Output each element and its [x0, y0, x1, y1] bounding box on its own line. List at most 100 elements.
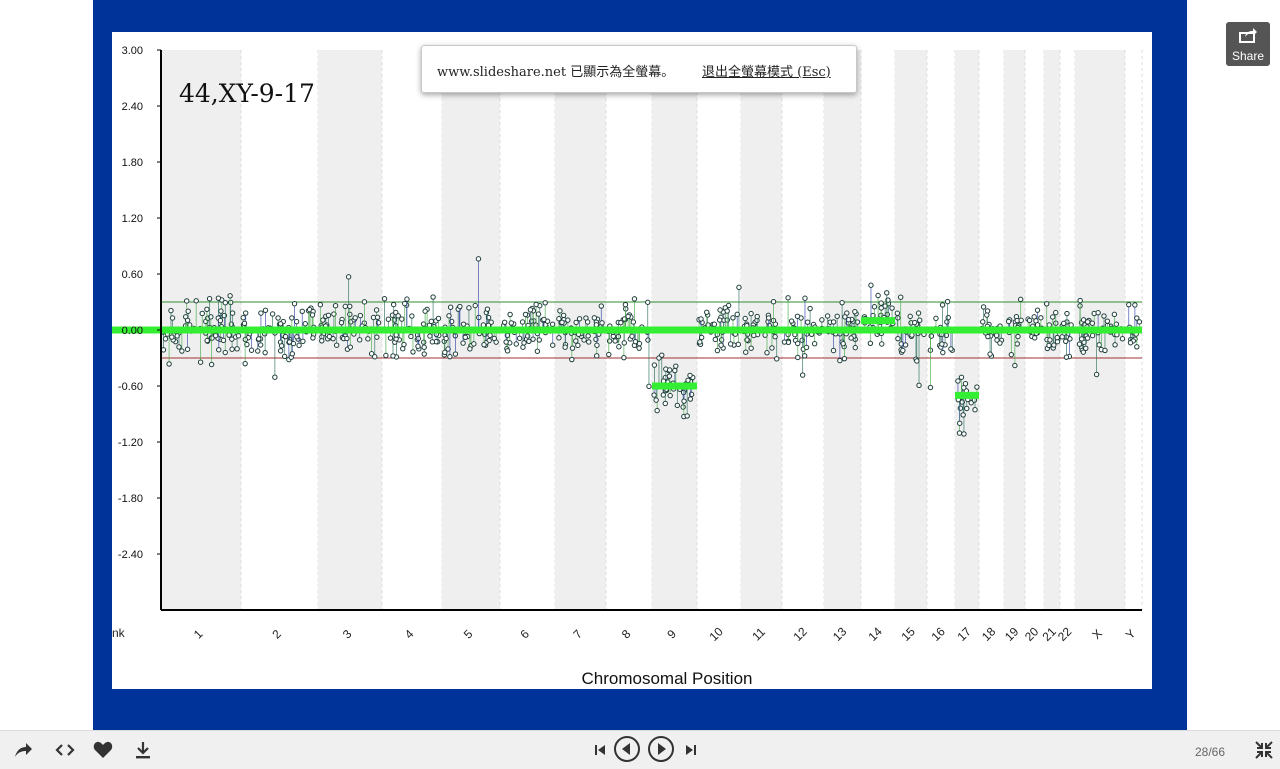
x-axis-title: Chromosomal Position [581, 669, 752, 688]
probe-point [616, 344, 622, 350]
probe-point [421, 351, 427, 357]
probe-point [957, 405, 964, 411]
probe-point [556, 335, 562, 341]
probe-point [289, 315, 295, 321]
probe-point [666, 373, 673, 379]
probe-point [1050, 314, 1056, 320]
probe-point [774, 356, 780, 362]
share-label: Share [1231, 49, 1265, 63]
probe-point [612, 338, 618, 344]
probe-point [632, 338, 639, 345]
probe-point [734, 311, 740, 318]
probe-point [1134, 344, 1140, 350]
probe-point [390, 353, 396, 359]
probe-point [1051, 342, 1057, 348]
probe-point [220, 337, 227, 344]
probe-point [185, 308, 191, 314]
probe-point [550, 342, 556, 348]
like-icon[interactable] [92, 739, 114, 761]
probe-point [467, 346, 473, 352]
probe-point [344, 335, 350, 342]
probe-point [630, 319, 637, 325]
chromosome-label: 7 [570, 627, 585, 642]
probe-point [621, 354, 627, 361]
probe-point [804, 319, 811, 325]
y-tick-label: 0.60 [122, 269, 143, 281]
probe-point [569, 345, 576, 351]
probe-point [714, 347, 721, 354]
embed-icon[interactable] [54, 739, 76, 761]
probe-point [593, 322, 600, 328]
probe-point [443, 335, 449, 342]
probe-point [385, 316, 392, 322]
probe-point [487, 332, 493, 339]
probe-point [197, 359, 204, 365]
probe-point [748, 310, 754, 317]
chart-annotation: 44,XY-9-17 [179, 79, 315, 108]
probe-point [501, 319, 508, 326]
exit-fullscreen-link[interactable]: 退出全螢幕模式 (Esc) [702, 65, 831, 80]
probe-point [508, 320, 515, 326]
share-icon [1239, 28, 1257, 43]
probe-point [229, 336, 235, 342]
probe-point [772, 334, 778, 340]
exit-fullscreen-icon[interactable] [1253, 739, 1275, 761]
probe-point [666, 367, 673, 373]
probe-point [1134, 315, 1140, 321]
probe-point [300, 338, 306, 345]
chromosome-label: 11 [749, 625, 768, 644]
probe-point [504, 348, 511, 354]
probe-point [672, 367, 678, 374]
download-icon[interactable] [132, 739, 154, 761]
probe-point [1119, 336, 1126, 342]
probe-point [871, 304, 878, 310]
probe-point [222, 349, 228, 356]
probe-point [984, 308, 991, 314]
probe-point [802, 295, 808, 301]
probe-point [166, 361, 172, 367]
next-slide-icon[interactable] [647, 735, 675, 763]
probe-points [160, 256, 1143, 437]
y-tick-label: -1.20 [118, 437, 143, 449]
probe-point [240, 315, 246, 321]
last-slide-icon[interactable] [679, 739, 701, 761]
probe-point [681, 398, 687, 404]
probe-point [204, 306, 210, 312]
probe-point [169, 315, 176, 321]
first-slide-icon[interactable] [590, 739, 612, 761]
chromosome-label: 5 [461, 627, 476, 642]
probe-point [471, 341, 477, 347]
probe-point [372, 354, 378, 360]
probe-point [687, 372, 693, 379]
probe-point [914, 358, 920, 364]
probe-point [958, 374, 965, 380]
probe-point [629, 333, 635, 339]
probe-point [837, 357, 843, 364]
fullscreen-notice-message: www.slideshare.net 已顯示為全螢幕。 [437, 65, 675, 80]
cgh-chart: 3.00 2.40 1.80 1.20 0.60 0.00 -0.60 -1.20 -1.80 -… [112, 45, 1143, 688]
share-button[interactable]: Share [1226, 22, 1270, 66]
probe-point [909, 332, 915, 338]
probe-point [1096, 342, 1102, 348]
probe-point [1059, 334, 1065, 340]
probe-point [244, 341, 250, 348]
probe-point [557, 308, 563, 314]
probe-point [277, 321, 284, 327]
probe-point [320, 317, 326, 323]
probe-point [955, 378, 961, 384]
probe-point [421, 344, 427, 350]
prev-slide-icon[interactable] [613, 735, 641, 763]
probe-point [248, 347, 255, 353]
probe-point [1018, 317, 1024, 324]
chromosome-label: 4 [402, 627, 417, 642]
probe-point [368, 351, 375, 357]
probe-point [457, 303, 463, 310]
probe-point [1077, 297, 1083, 304]
probe-point [206, 295, 213, 302]
probe-point [422, 308, 428, 314]
probe-point [956, 430, 963, 436]
probe-point [718, 337, 725, 343]
probe-point [216, 347, 222, 353]
probe-point [875, 292, 881, 299]
share-icon[interactable] [12, 739, 34, 761]
